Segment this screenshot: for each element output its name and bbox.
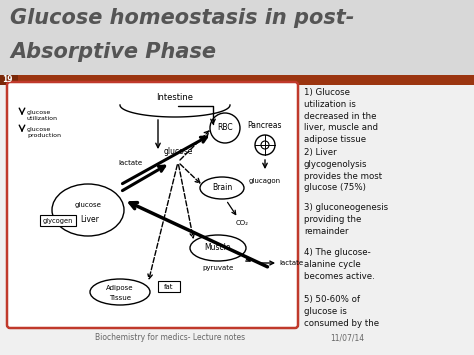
Text: CO₂: CO₂	[236, 220, 248, 226]
Text: 2) Liver
glycogenolysis
provides the most
glucose (75%): 2) Liver glycogenolysis provides the mos…	[304, 148, 382, 192]
Bar	[0, 75, 18, 85]
Text: glucose
utilization: glucose utilization	[27, 110, 58, 121]
Text: lactate: lactate	[119, 160, 143, 166]
Text: fat: fat	[164, 284, 174, 290]
Text: 5) 50-60% of
glucose is
consumed by the: 5) 50-60% of glucose is consumed by the	[304, 295, 379, 328]
Text: 19: 19	[2, 76, 12, 84]
Text: 11/07/14: 11/07/14	[330, 333, 364, 343]
Text: RBC: RBC	[217, 124, 233, 132]
Text: Muscle: Muscle	[205, 244, 231, 252]
Bar	[158, 281, 180, 292]
Text: pyruvate: pyruvate	[202, 265, 234, 271]
Bar	[0, 0, 474, 75]
Text: glucagon: glucagon	[249, 178, 281, 184]
Text: glucose: glucose	[164, 147, 193, 156]
Text: glycogen: glycogen	[43, 218, 73, 224]
Text: glucose
production: glucose production	[27, 127, 61, 138]
Text: glucose: glucose	[74, 202, 101, 208]
Text: Liver: Liver	[81, 215, 100, 224]
Text: Glucose homeostasis in post-: Glucose homeostasis in post-	[10, 8, 355, 28]
Bar	[40, 215, 76, 226]
Text: 3) gluconeogenesis
providing the
remainder: 3) gluconeogenesis providing the remaind…	[304, 203, 388, 236]
Text: Pancreas: Pancreas	[248, 121, 282, 130]
Bar	[0, 75, 474, 85]
Text: 4) The glucose-
alanine cycle
becomes active.: 4) The glucose- alanine cycle becomes ac…	[304, 248, 375, 280]
Text: Brain: Brain	[212, 184, 232, 192]
FancyBboxPatch shape	[7, 82, 298, 328]
Text: Absorptive Phase: Absorptive Phase	[10, 42, 216, 62]
Text: Intestine: Intestine	[156, 93, 193, 102]
Text: Biochemistry for medics- Lecture notes: Biochemistry for medics- Lecture notes	[95, 333, 245, 343]
Text: 1) Glucose
utilization is
decreased in the
liver, muscle and
adipose tissue: 1) Glucose utilization is decreased in t…	[304, 88, 378, 144]
Text: Adipose: Adipose	[106, 285, 134, 291]
Text: Tissue: Tissue	[109, 295, 131, 301]
Text: lactate: lactate	[279, 260, 303, 266]
